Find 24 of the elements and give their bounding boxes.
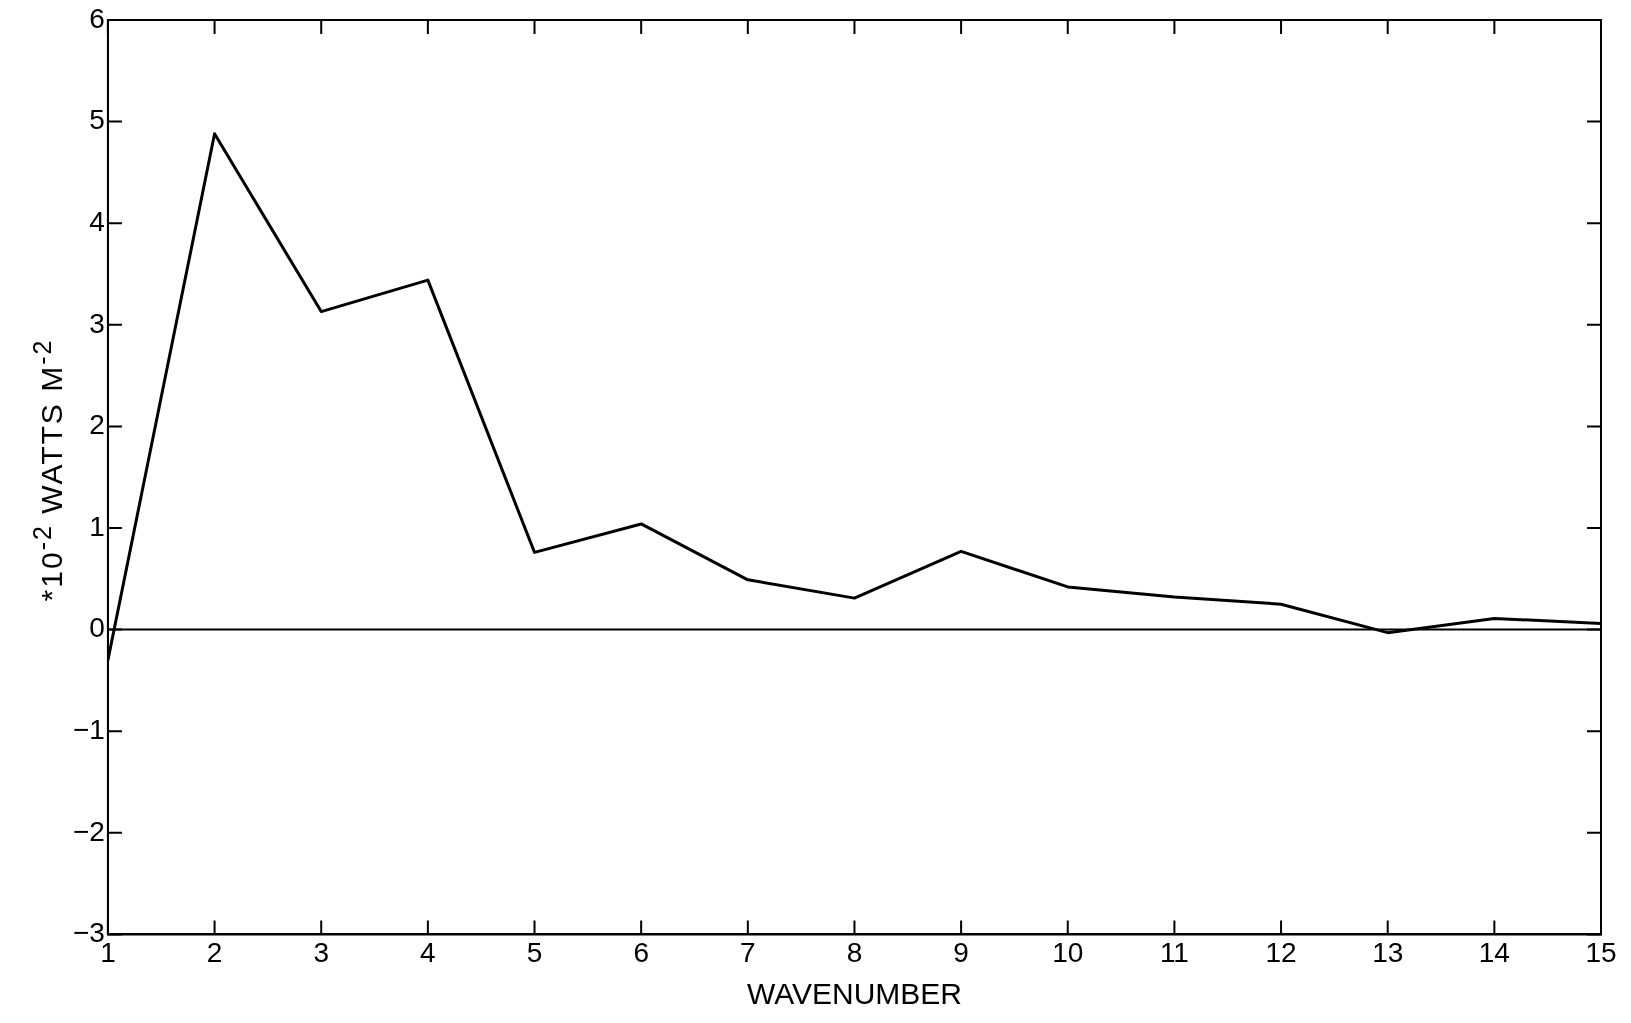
x-tick-label: 5 — [526, 936, 543, 968]
x-tick-label: 14 — [1478, 936, 1510, 968]
x-tick-label: 6 — [633, 936, 649, 968]
x-axis-title: WAVENUMBER — [746, 977, 962, 1011]
x-tick-label: 15 — [1585, 936, 1617, 968]
y-tick-label: 6 — [89, 2, 105, 34]
y-tick-label: 4 — [89, 205, 105, 237]
y-tick-label: −1 — [72, 713, 105, 745]
x-tick-label: 2 — [206, 936, 223, 968]
y-tick-label: 1 — [89, 510, 105, 542]
y-tick-label: −2 — [72, 815, 105, 847]
x-tick-label: 8 — [846, 936, 863, 968]
x-tick-label: 10 — [1052, 936, 1084, 968]
x-tick-label: 9 — [953, 936, 969, 968]
x-tick-label: 7 — [740, 936, 756, 968]
y-tick-label: 2 — [89, 409, 105, 441]
y-tick-label: 3 — [89, 307, 105, 339]
y-tick-label: 5 — [89, 104, 105, 136]
x-tick-label: 3 — [313, 936, 330, 968]
x-tick-label: 13 — [1372, 936, 1404, 968]
y-tick-label: 0 — [89, 612, 105, 644]
x-tick-label: 4 — [420, 936, 436, 968]
x-tick-label: 11 — [1159, 936, 1189, 968]
x-tick-label: 12 — [1265, 936, 1297, 968]
